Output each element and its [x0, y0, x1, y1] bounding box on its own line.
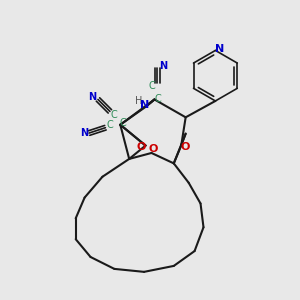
Text: N: N — [88, 92, 97, 101]
Text: N: N — [159, 61, 167, 71]
Text: C: C — [149, 80, 155, 91]
Text: C: C — [111, 110, 118, 120]
Text: C: C — [120, 118, 127, 128]
Text: O: O — [136, 142, 146, 152]
Text: O: O — [181, 142, 190, 152]
Text: N: N — [140, 100, 150, 110]
Text: N: N — [80, 128, 88, 138]
Text: C: C — [155, 94, 161, 104]
Text: H: H — [135, 96, 143, 106]
Text: N: N — [215, 44, 224, 54]
Text: C: C — [106, 120, 113, 130]
Text: O: O — [148, 144, 158, 154]
